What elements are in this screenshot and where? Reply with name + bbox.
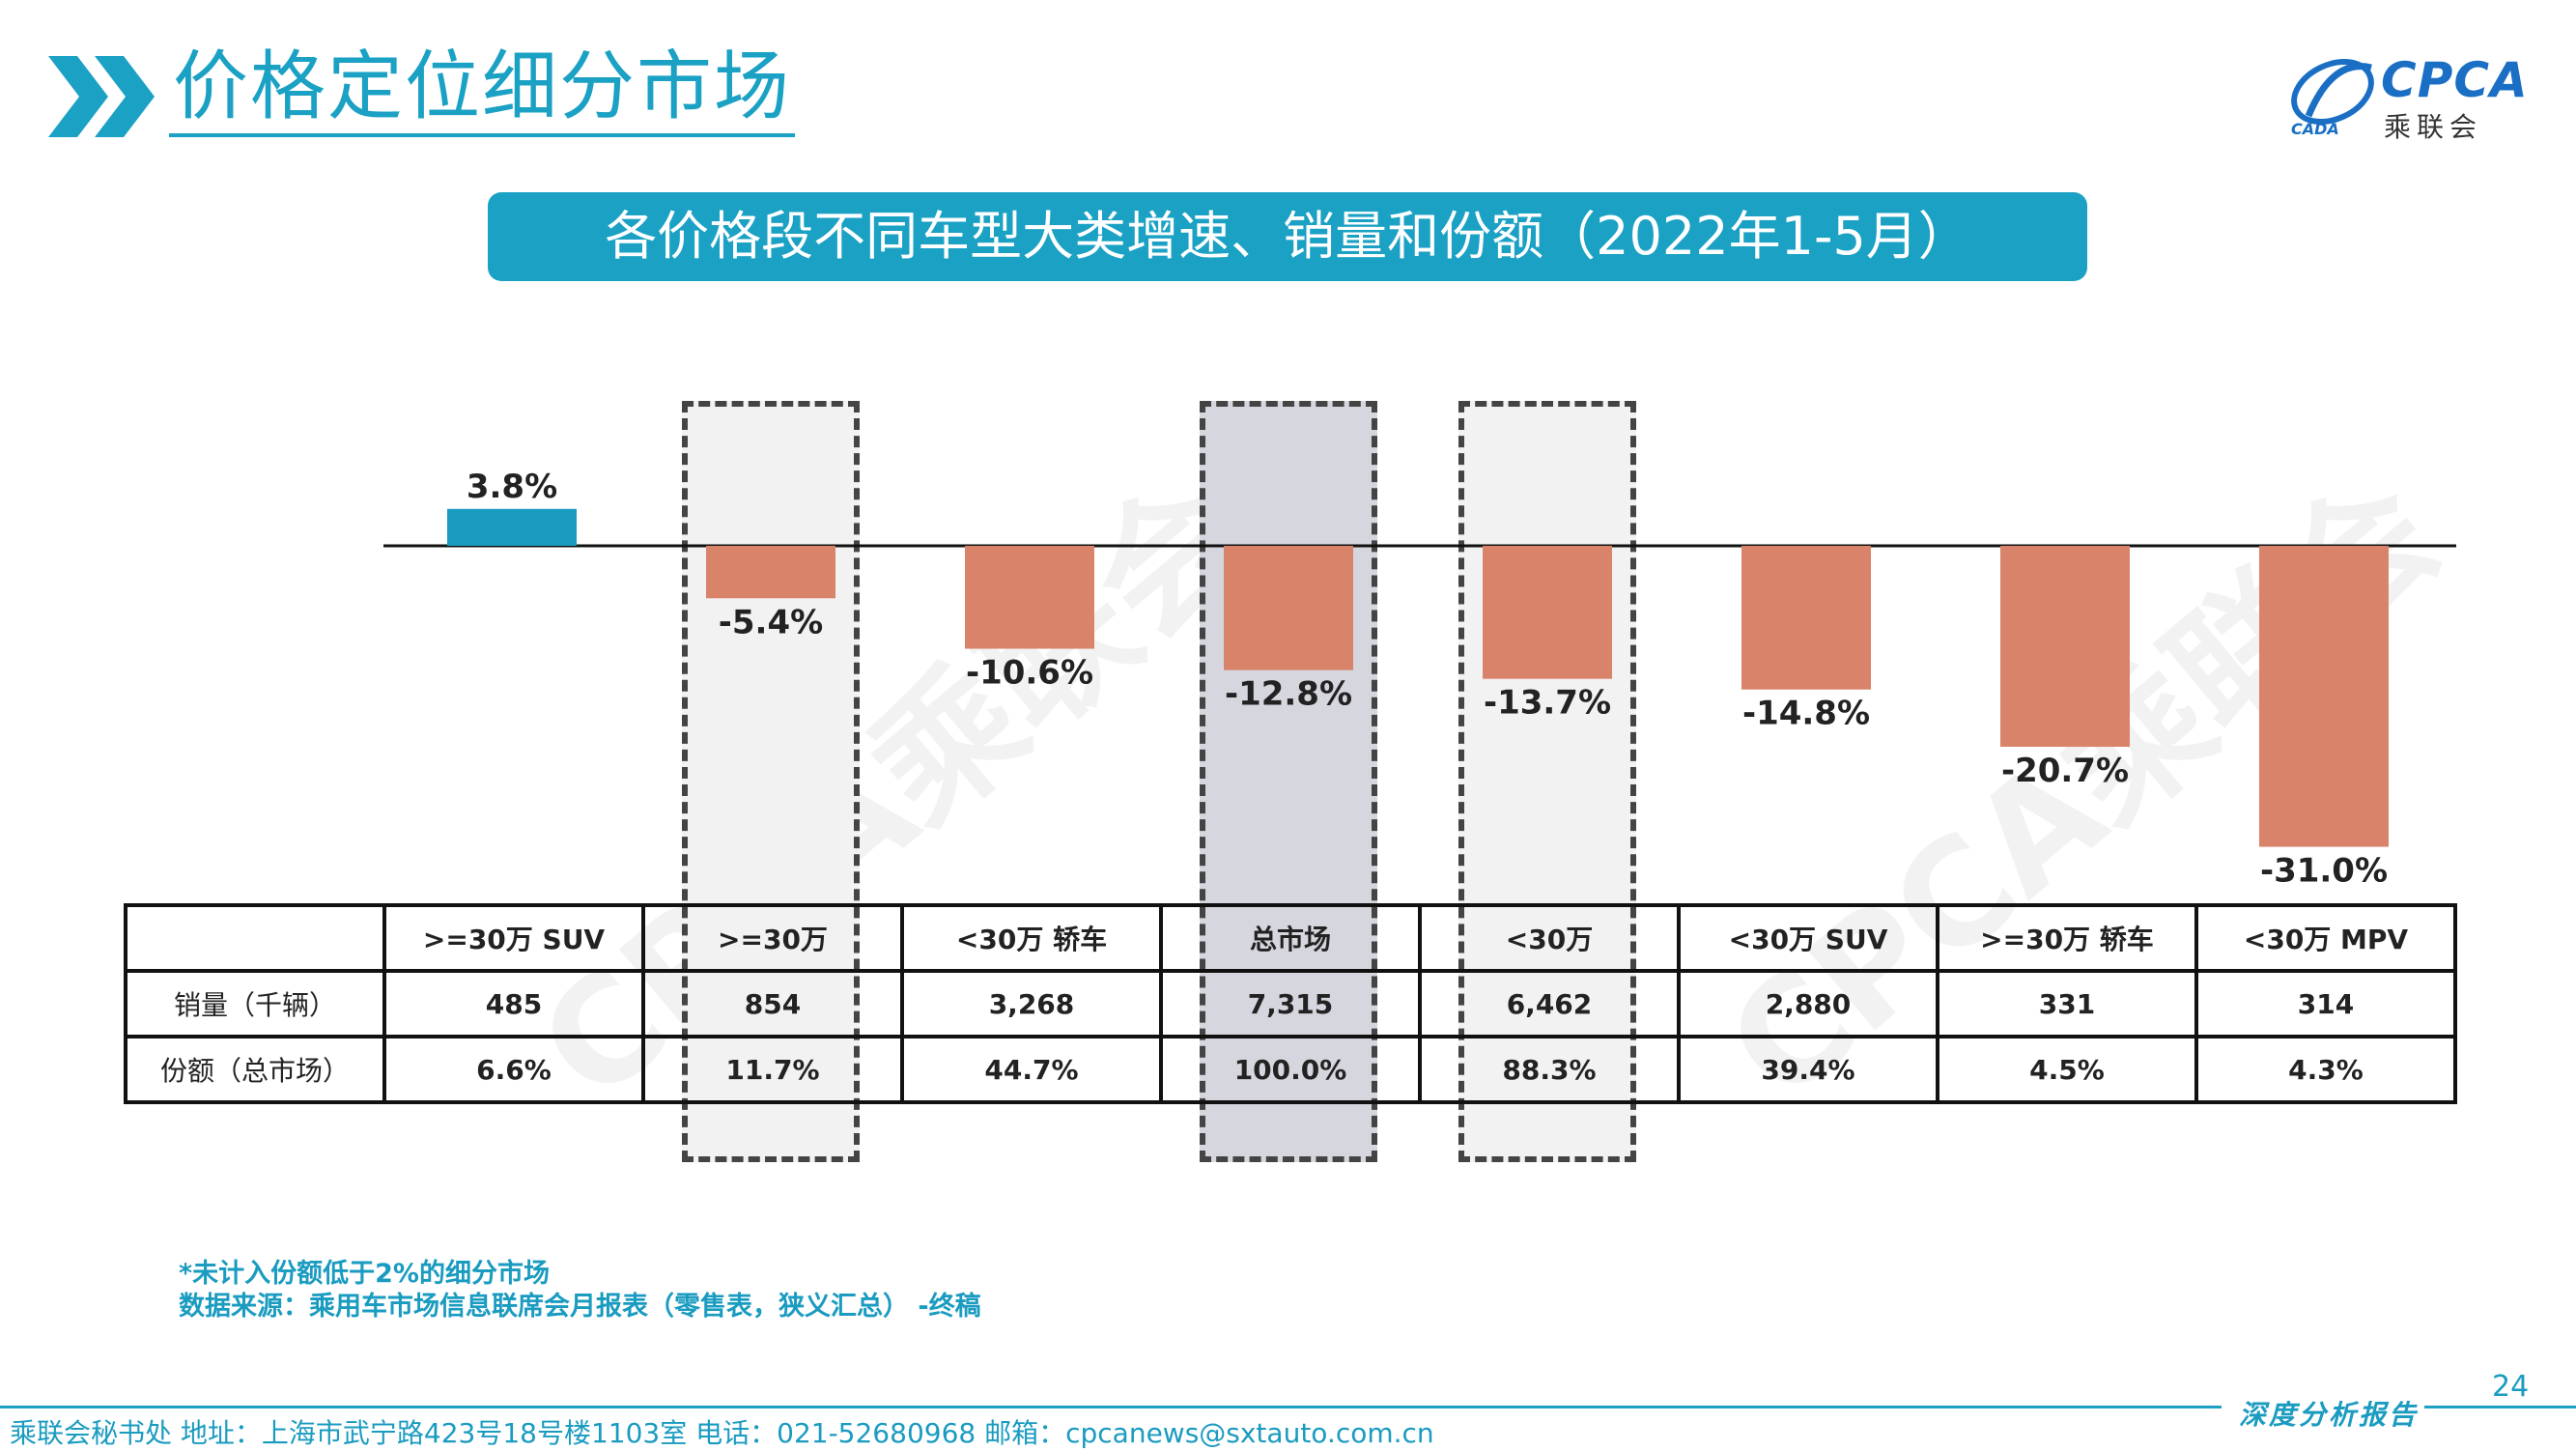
data-label: -20.7% bbox=[2001, 752, 2129, 790]
bar bbox=[965, 546, 1094, 649]
column-header: 总市场 bbox=[1159, 903, 1422, 973]
column-header: >=30万 轿车 bbox=[1936, 903, 2198, 973]
bars-group bbox=[447, 508, 2389, 847]
footer-divider bbox=[0, 1406, 2222, 1408]
table-cell: 314 bbox=[2194, 969, 2457, 1038]
cpca-logo-icon bbox=[2291, 59, 2374, 125]
table-corner-cell bbox=[124, 903, 386, 973]
bar bbox=[2000, 546, 2130, 748]
bar bbox=[1224, 546, 1353, 670]
bar bbox=[1741, 546, 1871, 690]
table-cell: 485 bbox=[382, 969, 645, 1038]
table-cell: 44.7% bbox=[900, 1035, 1163, 1104]
table-cell: 331 bbox=[1936, 969, 2198, 1038]
value-labels-group: 3.8% -5.4% -10.6% -12.8% -13.7% -14.8% -20.7% -… bbox=[467, 468, 2388, 891]
column-header: <30万 bbox=[1418, 903, 1681, 973]
table-cell: 39.4% bbox=[1677, 1035, 1939, 1104]
column-header: <30万 MPV bbox=[2194, 903, 2457, 973]
data-label: -5.4% bbox=[719, 603, 823, 641]
chart-banner-title: 各价格段不同车型大类增速、销量和份额（2022年1-5月） bbox=[488, 192, 2087, 281]
table-cell: 854 bbox=[641, 969, 904, 1038]
column-header: <30万 轿车 bbox=[900, 903, 1163, 973]
chevron-icon bbox=[48, 56, 155, 137]
bar bbox=[447, 508, 577, 546]
column-header: >=30万 bbox=[641, 903, 904, 973]
row-label-share: 份额（总市场） bbox=[124, 1035, 386, 1104]
bar bbox=[2259, 546, 2389, 847]
table-row: 销量（千辆） 485 854 3,268 7,315 6,462 2,880 331 314 bbox=[124, 969, 2457, 1038]
logo-small-text: CADA bbox=[2291, 120, 2339, 138]
table-cell: 11.7% bbox=[641, 1035, 904, 1104]
data-label: -10.6% bbox=[966, 654, 1093, 693]
table-cell: 4.3% bbox=[2194, 1035, 2457, 1104]
logo-subtitle: 乘联会 bbox=[2384, 111, 2483, 143]
footer-divider bbox=[2424, 1406, 2576, 1408]
bar bbox=[1483, 546, 1612, 679]
data-label: -31.0% bbox=[2260, 852, 2388, 891]
table-cell: 7,315 bbox=[1159, 969, 1422, 1038]
data-table: >=30万 SUV >=30万 <30万 轿车 总市场 <30万 <30万 SUV >=30… bbox=[124, 903, 2457, 1104]
logo-text: CPCA bbox=[2381, 52, 2529, 108]
data-source-note: 数据来源：乘用车市场信息联席会月报表（零售表，狭义汇总） -终稿 bbox=[179, 1292, 981, 1322]
page-number: 24 bbox=[2492, 1370, 2530, 1404]
data-label: -12.8% bbox=[1225, 675, 1352, 714]
footer-contact: 乘联会秘书处 地址：上海市武宁路423号18号楼1103室 电话：021-526… bbox=[10, 1417, 1434, 1449]
table-cell: 4.5% bbox=[1936, 1035, 2198, 1104]
bar bbox=[706, 546, 835, 599]
table-cell: 6,462 bbox=[1418, 969, 1681, 1038]
table-cell: 2,880 bbox=[1677, 969, 1939, 1038]
data-label: 3.8% bbox=[467, 468, 557, 506]
page-title: 价格定位细分市场 bbox=[169, 41, 796, 137]
data-label: -13.7% bbox=[1484, 684, 1611, 723]
report-tag: 深度分析报告 bbox=[2239, 1399, 2420, 1431]
footnote: *未计入份额低于2%的细分市场 bbox=[179, 1259, 550, 1289]
data-label: -14.8% bbox=[1742, 695, 1870, 733]
column-header: <30万 SUV bbox=[1677, 903, 1939, 973]
table-cell: 6.6% bbox=[382, 1035, 645, 1104]
table-cell: 100.0% bbox=[1159, 1035, 1422, 1104]
column-header: >=30万 SUV bbox=[382, 903, 645, 973]
table-header-row: >=30万 SUV >=30万 <30万 轿车 总市场 <30万 <30万 SUV >=30… bbox=[124, 903, 2457, 973]
row-label-sales: 销量（千辆） bbox=[124, 969, 386, 1038]
table-cell: 88.3% bbox=[1418, 1035, 1681, 1104]
table-row: 份额（总市场） 6.6% 11.7% 44.7% 100.0% 88.3% 39.4% 4.… bbox=[124, 1035, 2457, 1104]
table-cell: 3,268 bbox=[900, 969, 1163, 1038]
